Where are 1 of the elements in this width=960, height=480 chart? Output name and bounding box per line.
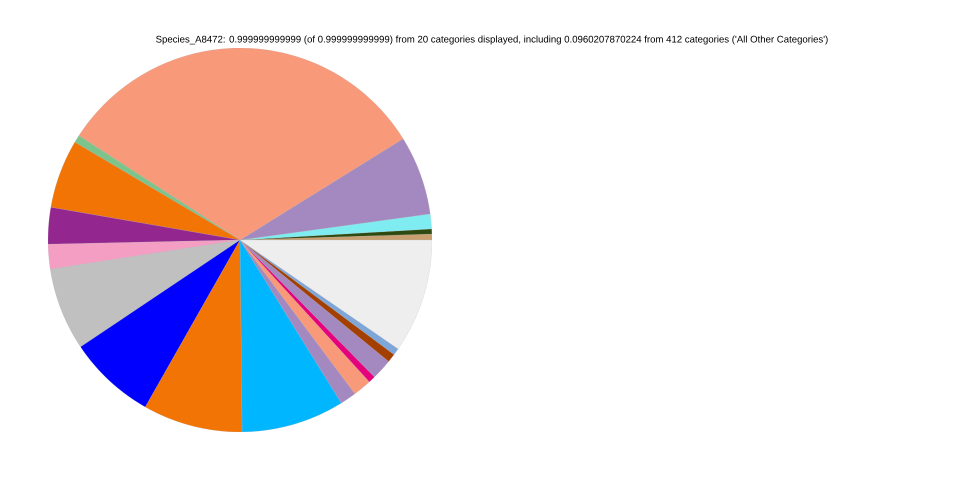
text: Species_A8472: 0.999999999999 (of 0.999999999999) from 20 categories displayed, including 0.0960207870224 from 412 categories ('All Other Categories') bbox=[156, 36, 828, 44]
